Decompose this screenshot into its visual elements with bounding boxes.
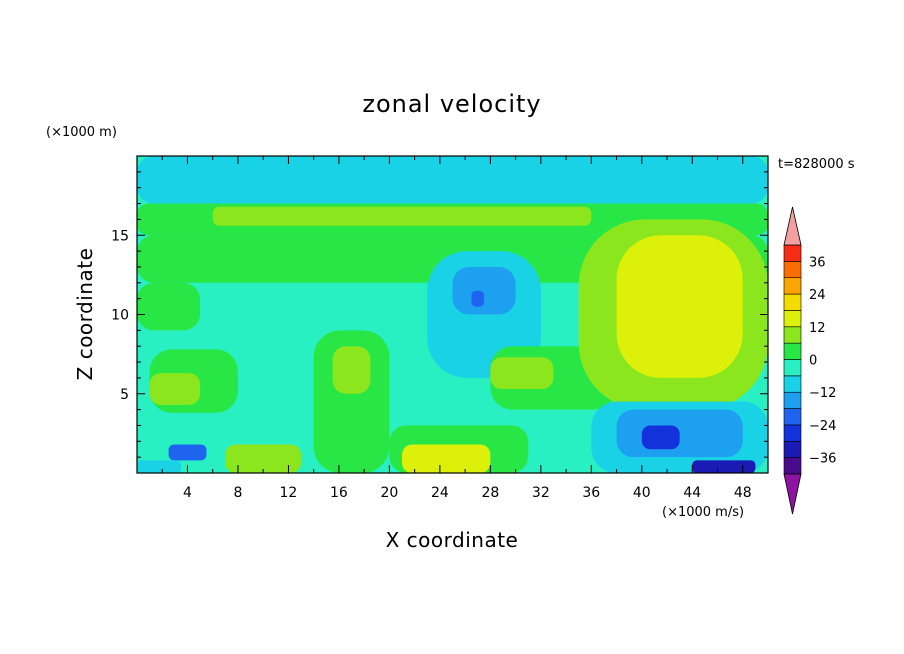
velocity-region bbox=[137, 156, 768, 204]
velocity-field bbox=[137, 156, 768, 473]
x-tick-label: 32 bbox=[532, 485, 550, 501]
y-axis: 5 10 15 bbox=[111, 171, 768, 458]
x-axis: 4 8 12 16 20 24 28 32 36 40 44 48 bbox=[161, 156, 752, 501]
colorbar-segment bbox=[783, 440, 802, 458]
x-axis-title: X coordinate bbox=[386, 528, 519, 552]
colorbar-label: 0 bbox=[809, 354, 817, 369]
colorbar-over-arrow bbox=[783, 206, 802, 246]
colorbar-label: −24 bbox=[809, 419, 836, 434]
y-axis-title: Z coordinate bbox=[73, 248, 97, 381]
colorbar-label: −12 bbox=[809, 386, 836, 401]
velocity-region bbox=[452, 266, 516, 315]
colorbar-segment bbox=[783, 261, 802, 279]
y-tick-label: 5 bbox=[120, 387, 129, 403]
velocity-region bbox=[137, 282, 201, 331]
colorbar-segment bbox=[783, 408, 802, 426]
x-tick-label: 44 bbox=[683, 485, 701, 501]
x-tick-label: 8 bbox=[233, 485, 242, 501]
colorbar: 36 24 12 0 −12 −24 −36 bbox=[783, 206, 836, 515]
colorbar-segment bbox=[783, 375, 802, 393]
colorbar-segment bbox=[783, 457, 802, 475]
x-tick-label: 16 bbox=[330, 485, 348, 501]
chart-title: zonal velocity bbox=[362, 90, 541, 118]
velocity-region bbox=[471, 290, 485, 307]
colorbar-segment bbox=[783, 359, 802, 377]
colorbar-label: 36 bbox=[809, 255, 826, 270]
velocity-region bbox=[149, 373, 201, 405]
colorbar-segment bbox=[783, 326, 802, 344]
velocity-region bbox=[616, 409, 743, 458]
velocity-region bbox=[332, 346, 371, 394]
velocity-region bbox=[225, 444, 302, 473]
colorbar-segment bbox=[783, 310, 802, 328]
x-tick-label: 20 bbox=[380, 485, 398, 501]
velocity-region bbox=[168, 444, 207, 461]
y-tick-label: 15 bbox=[111, 228, 129, 244]
colorbar-label: 24 bbox=[809, 288, 826, 303]
x-tick-label: 4 bbox=[183, 485, 192, 501]
x-tick-label: 36 bbox=[582, 485, 600, 501]
x-tick-label: 24 bbox=[431, 485, 449, 501]
x-tick-label: 48 bbox=[734, 485, 752, 501]
colorbar-segment bbox=[783, 342, 802, 360]
velocity-region bbox=[212, 206, 592, 226]
velocity-region bbox=[490, 357, 554, 389]
colorbar-segment bbox=[783, 424, 802, 442]
x-tick-label: 40 bbox=[633, 485, 651, 501]
velocity-region bbox=[692, 460, 756, 473]
x-tick-label: 12 bbox=[280, 485, 298, 501]
time-label: t=828000 s bbox=[778, 157, 855, 172]
y-unit-label: (×1000 m) bbox=[46, 125, 117, 140]
x-unit-label: (×1000 m/s) bbox=[662, 505, 744, 520]
colorbar-segment bbox=[783, 293, 802, 311]
colorbar-segment bbox=[783, 391, 802, 409]
velocity-region bbox=[137, 460, 182, 473]
y-tick-label: 10 bbox=[111, 308, 129, 324]
colorbar-label: −36 bbox=[809, 452, 836, 467]
velocity-region bbox=[641, 271, 718, 336]
x-tick-label: 28 bbox=[481, 485, 499, 501]
colorbar-under-arrow bbox=[783, 473, 802, 515]
velocity-region bbox=[641, 425, 680, 450]
colorbar-segment bbox=[783, 244, 802, 262]
plot-area bbox=[136, 155, 769, 474]
velocity-region bbox=[402, 444, 491, 473]
colorbar-segment bbox=[783, 277, 802, 295]
colorbar-label: 12 bbox=[809, 321, 826, 336]
